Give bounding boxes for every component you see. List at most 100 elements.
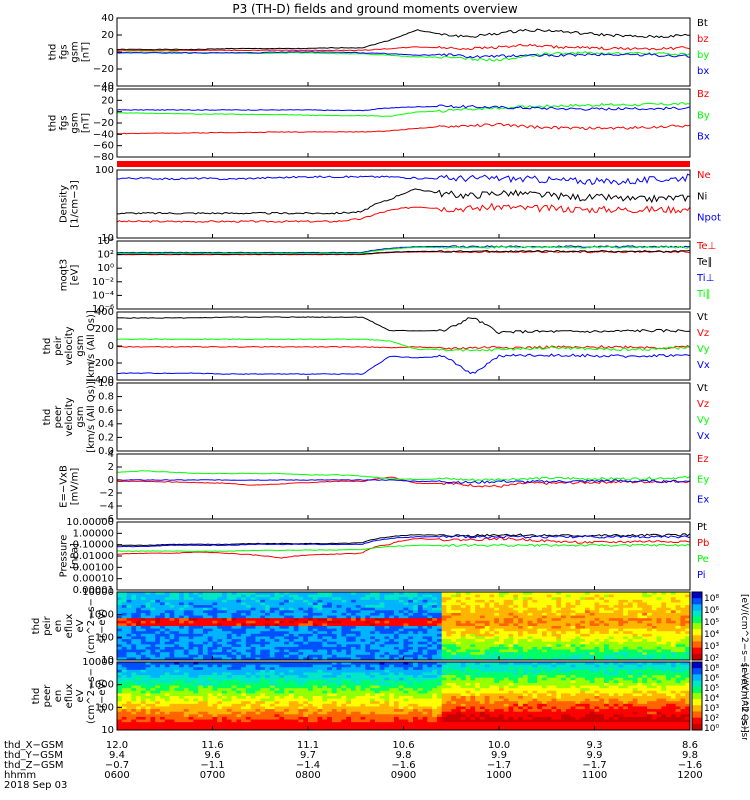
- spectrogram-cell: [126, 719, 132, 723]
- spectrogram-cell: [608, 654, 615, 658]
- spectrogram-cell: [126, 698, 132, 702]
- spectrogram-cell: [393, 680, 400, 684]
- spectrogram-cell: [436, 610, 443, 614]
- spectrogram-cell: [565, 657, 572, 661]
- spectrogram-cell: [126, 628, 132, 632]
- spectrogram-cell: [627, 639, 634, 643]
- spectrogram-cell: [298, 605, 304, 609]
- spectrogram-cell: [484, 597, 490, 601]
- spectrogram-cell: [231, 602, 237, 606]
- spectrogram-cell: [131, 649, 137, 653]
- spectrogram-cell: [217, 680, 223, 684]
- spectrogram-cell: [121, 706, 128, 710]
- spectrogram-cell: [131, 623, 137, 627]
- spectrogram-cell: [336, 652, 342, 656]
- spectrogram-cell: [159, 672, 166, 676]
- spectrogram-cell: [651, 628, 658, 632]
- series-line-Ni: [117, 188, 691, 215]
- spectrogram-cell: [250, 714, 256, 718]
- spectrogram-cell: [159, 711, 166, 715]
- spectrogram-cell: [288, 599, 295, 603]
- y-axis-label-line: E=−VxB: [59, 465, 70, 508]
- spectrogram-cell: [647, 623, 653, 627]
- spectrogram-cell: [527, 639, 533, 643]
- spectrogram-cell: [341, 703, 347, 707]
- spectrogram-cell: [393, 602, 400, 606]
- spectrogram-cell: [183, 639, 190, 643]
- spectrogram-cell: [169, 623, 175, 627]
- spectrogram-cell: [584, 592, 591, 596]
- spectrogram-cell: [255, 703, 261, 707]
- spectrogram-cell: [126, 599, 132, 603]
- legend-Bt: Bt: [697, 18, 708, 29]
- spectrogram-cell: [494, 657, 500, 661]
- spectrogram-cell: [226, 639, 233, 643]
- spectrogram-cell: [155, 675, 161, 679]
- spectrogram-cell: [140, 597, 147, 601]
- spectrogram-cell: [355, 633, 362, 637]
- spectrogram-cell: [260, 703, 266, 707]
- spectrogram-cell: [131, 709, 137, 713]
- spectrogram-cell: [183, 644, 190, 648]
- panel-frame: [116, 453, 691, 520]
- spectrogram-cell: [365, 711, 371, 715]
- spectrogram-cell: [389, 618, 395, 622]
- spectrogram-cell: [551, 641, 557, 645]
- spectrogram-cell: [413, 657, 419, 661]
- spectrogram-cell: [346, 594, 352, 598]
- spectrogram-cell: [541, 649, 548, 653]
- spectrogram-cell: [637, 623, 643, 627]
- spectrogram-cell: [575, 646, 581, 651]
- spectrogram-cell: [207, 623, 213, 627]
- spectrogram-cell: [312, 654, 319, 658]
- spectrogram-cell: [274, 719, 280, 723]
- spectrogram-cell: [623, 636, 629, 640]
- spectrogram-cell: [541, 641, 548, 645]
- spectrogram-cell: [541, 594, 548, 598]
- spectrogram-cell: [117, 652, 123, 656]
- spectrogram-cell: [537, 626, 543, 630]
- spectrogram-cell: [308, 696, 314, 700]
- spectrogram-cell: [489, 605, 495, 609]
- y-tick-label: 0: [108, 107, 114, 118]
- spectrogram-cell: [580, 657, 586, 661]
- spectrogram-cell: [222, 646, 228, 651]
- spectrogram-cell: [360, 719, 366, 723]
- spectrogram-cell: [303, 615, 309, 619]
- spectrogram-cell: [222, 688, 228, 692]
- spectrogram-cell: [322, 703, 328, 707]
- spectrogram-cell: [460, 636, 467, 640]
- spectrogram-cell: [236, 639, 242, 643]
- spectrogram-cell: [260, 719, 266, 723]
- spectrogram-cell: [284, 618, 290, 622]
- spectrogram-cell: [207, 620, 213, 624]
- spectrogram-cell: [341, 631, 347, 635]
- spectrogram-cell: [222, 602, 228, 606]
- spectrogram-cell: [470, 654, 476, 658]
- spectrogram-cell: [155, 646, 161, 651]
- spectrogram-cell: [484, 636, 490, 640]
- spectrogram-cell: [193, 623, 199, 627]
- spectrogram-cell: [288, 680, 295, 684]
- spectrogram-cell: [331, 646, 338, 651]
- spectrogram-cell: [594, 623, 600, 627]
- spectrogram-cell: [656, 607, 662, 611]
- spectrogram-cell: [202, 727, 209, 731]
- spectrogram-cell: [680, 620, 686, 624]
- spectrogram-cell: [456, 631, 462, 635]
- spectrogram-cell: [198, 646, 204, 651]
- spectrogram-cell: [561, 626, 567, 630]
- spectrogram-cell: [136, 672, 142, 676]
- spectrogram-cell: [613, 605, 619, 609]
- spectrogram-cell: [413, 654, 419, 658]
- spectrogram-cell: [475, 594, 481, 598]
- spectrogram-cell: [212, 633, 218, 637]
- spectrogram-cell: [260, 641, 266, 645]
- spectrogram-cell: [255, 709, 261, 713]
- spectrogram-cell: [265, 662, 271, 666]
- spectrogram-cell: [126, 722, 132, 726]
- spectrogram-cell: [408, 649, 414, 653]
- spectrogram-cell: [508, 657, 514, 661]
- spectrogram-cell: [508, 654, 514, 658]
- spectrogram-cell: [217, 641, 223, 645]
